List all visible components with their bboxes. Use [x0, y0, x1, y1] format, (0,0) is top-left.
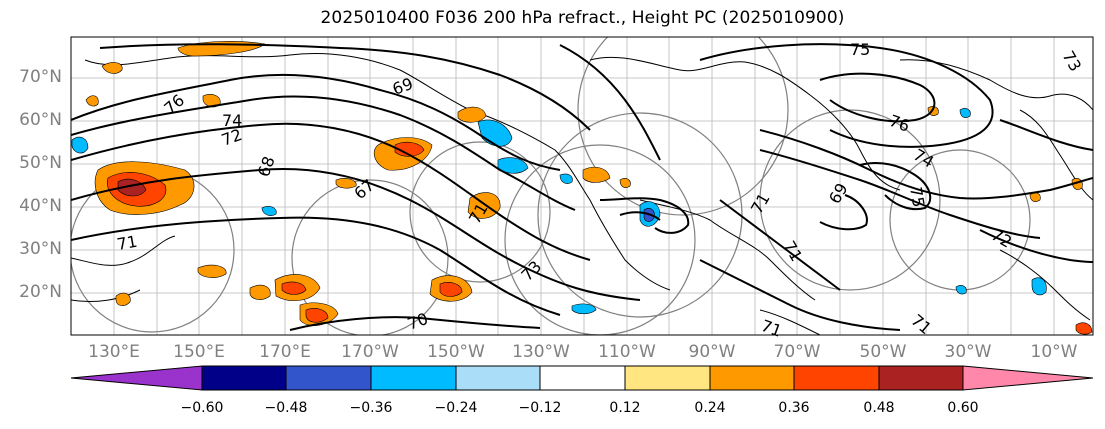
lat-label-30n: 30°N — [19, 239, 62, 259]
colorbar-min-arrow — [70, 365, 203, 391]
colorbar-tick-label: 0.60 — [947, 400, 979, 416]
contour-label: 71 — [759, 316, 785, 341]
colorbar-tick-label: −0.60 — [180, 400, 224, 416]
contour-label: 73 — [1059, 48, 1086, 75]
contour-label: 69 — [825, 180, 852, 207]
colorbar-tick-label: 0.48 — [863, 400, 895, 416]
height-contours — [71, 43, 1093, 331]
colorbar-segment — [709, 365, 795, 391]
lon-label-110w: 110°W — [598, 342, 656, 362]
range-circles — [71, 37, 1031, 335]
shaded-patches — [71, 41, 1093, 335]
colorbar-tick-label: −0.48 — [264, 400, 308, 416]
colorbar-segment — [793, 365, 880, 391]
map-title: 2025010400 F036 200 hPa refract., Height… — [320, 8, 845, 28]
lon-label-170e: 170°E — [259, 342, 311, 362]
colorbar-segment — [539, 365, 626, 391]
map-frame — [70, 36, 1094, 336]
lon-label-50w: 50°W — [859, 342, 907, 362]
lat-label-50n: 50°N — [19, 153, 62, 173]
lat-label-60n: 60°N — [19, 110, 62, 130]
lon-label-130w: 130°W — [512, 342, 570, 362]
colorbar-tick-label: −0.12 — [518, 400, 562, 416]
lat-label-70n: 70°N — [19, 67, 62, 87]
lon-label-90w: 90°W — [688, 342, 736, 362]
lon-label-150e: 150°E — [173, 342, 225, 362]
colorbar-tick-label: −0.24 — [434, 400, 478, 416]
contour-label: 74 — [222, 111, 242, 130]
colorbar-segment — [878, 365, 964, 391]
lat-label-40n: 40°N — [19, 196, 62, 216]
colorbar-tick-label: −0.36 — [349, 400, 393, 416]
colorbar-segment — [285, 365, 372, 391]
colorbar-segment — [455, 365, 541, 391]
contour-label: 75 — [850, 40, 870, 59]
colorbar-tick-label: 0.36 — [778, 400, 810, 416]
contour-label: 71 — [907, 311, 935, 339]
contour-label: 71 — [747, 190, 774, 217]
contour-label: 75 — [906, 185, 928, 208]
lon-label-130e: 130°E — [88, 342, 140, 362]
colorbar-tick-label: 0.24 — [694, 400, 726, 416]
colorbar-max-arrow — [962, 365, 1094, 391]
colorbar-segment — [370, 365, 457, 391]
colorbar — [70, 365, 1094, 391]
contour-label: 70 — [405, 309, 431, 334]
lon-label-170w: 170°W — [341, 342, 399, 362]
contour-label: 68 — [254, 154, 279, 180]
lon-label-30w: 30°W — [944, 342, 992, 362]
lat-label-20n: 20°N — [19, 282, 62, 302]
lon-label-70w: 70°W — [773, 342, 821, 362]
colorbar-segment — [201, 365, 287, 391]
colorbar-segment — [624, 365, 711, 391]
contour-label: 71 — [115, 232, 138, 254]
lon-label-150w: 150°W — [427, 342, 485, 362]
lon-label-10w: 10°W — [1030, 342, 1078, 362]
colorbar-tick-label: 0.12 — [609, 400, 641, 416]
